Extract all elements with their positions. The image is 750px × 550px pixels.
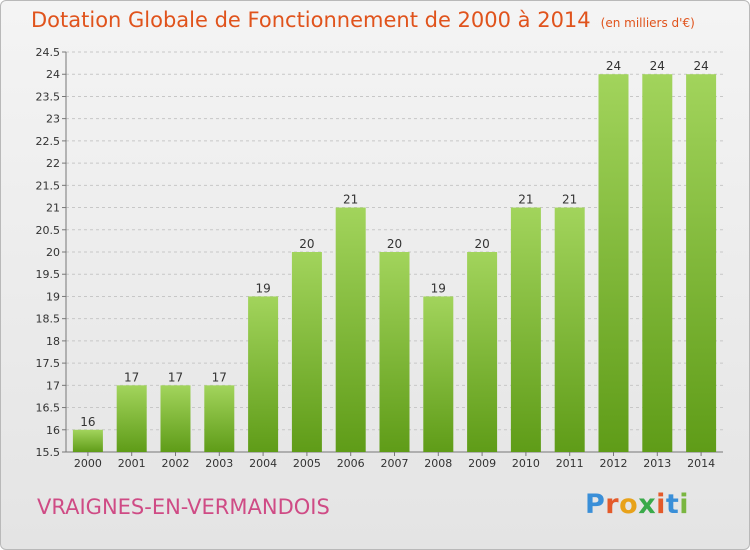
logo-letter: t	[665, 489, 680, 520]
bar	[510, 207, 541, 452]
bar-value-label: 17	[124, 370, 139, 384]
bar	[686, 74, 717, 452]
y-tick-label: 18	[46, 335, 60, 348]
x-tick-label: 2006	[337, 457, 365, 470]
bar-value-label: 24	[606, 59, 621, 73]
bar-value-label: 21	[562, 193, 577, 207]
bar	[554, 207, 585, 452]
y-tick-label: 24	[46, 68, 60, 81]
bar-value-label: 19	[255, 281, 270, 295]
y-tick-label: 19	[46, 290, 60, 303]
x-tick-label: 2004	[249, 457, 277, 470]
logo-letter: i	[656, 489, 666, 520]
x-tick-label: 2008	[424, 457, 452, 470]
bar-value-label: 24	[650, 59, 665, 73]
logo-letter: x	[638, 489, 657, 520]
bar-value-label: 21	[518, 193, 533, 207]
y-tick-label: 23	[46, 113, 60, 126]
bar	[467, 252, 498, 452]
bar-value-label: 21	[343, 193, 358, 207]
commune-name: VRAIGNES-EN-VERMANDOIS	[37, 495, 330, 519]
bar	[423, 296, 454, 452]
x-tick-label: 2014	[687, 457, 715, 470]
bar	[204, 385, 235, 452]
y-tick-label: 21.5	[36, 179, 61, 192]
x-tick-label: 2011	[556, 457, 584, 470]
x-tick-label: 2000	[74, 457, 102, 470]
x-tick-label: 2005	[293, 457, 321, 470]
bar-value-label: 19	[431, 281, 446, 295]
y-tick-label: 22.5	[36, 135, 61, 148]
bar	[335, 207, 366, 452]
bar	[642, 74, 673, 452]
y-tick-label: 22	[46, 157, 60, 170]
bar	[291, 252, 322, 452]
logo-letter: P	[585, 489, 606, 520]
proxiti-logo: Proxiti	[585, 489, 689, 520]
bar-value-label: 20	[474, 237, 489, 251]
y-tick-label: 16.5	[36, 402, 61, 415]
bar	[72, 429, 103, 452]
y-tick-label: 17	[46, 379, 60, 392]
bar-value-label: 16	[80, 415, 95, 429]
y-tick-label: 16	[46, 424, 60, 437]
x-tick-label: 2010	[512, 457, 540, 470]
title-text: Dotation Globale de Fonctionnement de 20…	[31, 8, 591, 32]
x-tick-label: 2012	[600, 457, 628, 470]
bar	[248, 296, 279, 452]
logo-letter: i	[679, 489, 690, 520]
logo-letter: r	[605, 489, 620, 520]
x-tick-label: 2003	[205, 457, 233, 470]
y-tick-label: 20.5	[36, 224, 61, 237]
y-tick-label: 21	[46, 202, 60, 215]
bar-value-label: 17	[212, 370, 227, 384]
y-tick-label: 17.5	[36, 357, 61, 370]
bar	[116, 385, 147, 452]
x-tick-label: 2002	[162, 457, 190, 470]
x-tick-label: 2007	[381, 457, 409, 470]
x-tick-label: 2009	[468, 457, 496, 470]
y-tick-label: 20	[46, 246, 60, 259]
bar	[379, 252, 410, 452]
logo-letter: o	[619, 489, 639, 520]
x-tick-label: 2001	[118, 457, 146, 470]
chart-title: Dotation Globale de Fonctionnement de 20…	[31, 8, 695, 32]
y-tick-label: 19.5	[36, 268, 61, 281]
bar-value-label: 24	[693, 59, 708, 73]
y-tick-label: 23.5	[36, 90, 61, 103]
y-tick-label: 15.5	[36, 446, 61, 459]
bar-value-label: 20	[387, 237, 402, 251]
bar	[160, 385, 191, 452]
x-tick-label: 2013	[643, 457, 671, 470]
unit-note: (en milliers d'€)	[600, 16, 695, 30]
y-tick-label: 18.5	[36, 313, 61, 326]
bar-value-label: 17	[168, 370, 183, 384]
y-tick-label: 24.5	[36, 46, 61, 59]
bar	[598, 74, 629, 452]
bar-value-label: 20	[299, 237, 314, 251]
